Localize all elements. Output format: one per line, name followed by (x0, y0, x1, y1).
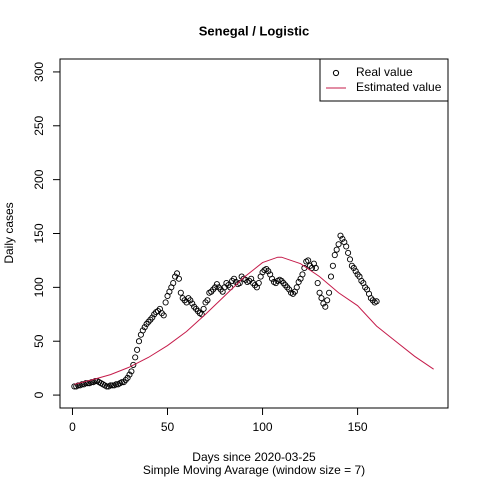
point (128, 368, 135, 375)
point (130, 361, 137, 368)
point (126, 371, 133, 378)
point (333, 246, 340, 253)
point (326, 289, 333, 296)
point (187, 297, 194, 304)
point (314, 279, 321, 287)
point (175, 275, 182, 282)
point (295, 278, 302, 286)
y-tick-label: 250 (32, 115, 46, 135)
y-tick-label: 150 (32, 223, 46, 243)
x-axis-label: Days since 2020-03-25 (192, 450, 316, 464)
point (343, 243, 350, 250)
chart-title: Senegal / Logistic (199, 23, 310, 38)
y-tick-label: 100 (32, 277, 46, 297)
point (299, 271, 306, 278)
point (78, 381, 86, 388)
point (345, 249, 352, 256)
point (75, 382, 82, 389)
point (255, 279, 262, 287)
point (286, 286, 293, 293)
point (211, 284, 219, 291)
point (139, 327, 146, 334)
point (312, 264, 319, 272)
legend-point (332, 69, 340, 77)
y-tick-label: 50 (32, 334, 46, 348)
x-tick-label: 0 (69, 420, 76, 434)
point (318, 295, 325, 302)
point (293, 284, 300, 291)
estimated-line (74, 256, 434, 385)
point (331, 251, 338, 259)
point (213, 281, 220, 288)
legend-box (319, 58, 449, 102)
point (352, 268, 359, 275)
point (162, 299, 169, 306)
point (269, 275, 276, 282)
point (189, 300, 196, 307)
point (170, 279, 177, 287)
point (160, 312, 167, 319)
x-tick-label: 100 (253, 420, 273, 434)
point (107, 382, 114, 389)
point (103, 383, 110, 390)
subtitle: Simple Moving Avarage (window size = 7) (143, 463, 365, 477)
legend-label: Estimated value (356, 80, 442, 94)
point (82, 380, 89, 387)
point (265, 268, 272, 275)
point (198, 311, 205, 318)
point (324, 297, 331, 304)
point (305, 257, 312, 264)
point (337, 232, 344, 239)
point (339, 235, 346, 242)
point (327, 273, 335, 280)
point (322, 303, 329, 310)
point (335, 241, 342, 248)
y-tick-label: 300 (32, 62, 46, 82)
x-tick-label: 150 (348, 420, 368, 434)
point (200, 305, 207, 312)
point (316, 289, 323, 296)
point (346, 256, 354, 263)
point (320, 300, 327, 307)
x-tick-label: 50 (161, 420, 175, 434)
point (177, 289, 184, 296)
point (149, 314, 156, 321)
point (132, 354, 139, 361)
point (124, 374, 131, 381)
point (113, 381, 120, 388)
y-axis-label: Daily cases (2, 202, 16, 263)
point (173, 270, 181, 277)
point (134, 346, 141, 353)
point (135, 338, 143, 345)
point (236, 279, 243, 287)
point (350, 264, 357, 272)
point (329, 262, 336, 269)
legend-label: Real value (356, 65, 413, 79)
point (204, 297, 211, 304)
point (141, 324, 148, 331)
point (373, 298, 380, 305)
point (109, 382, 116, 389)
y-tick-label: 200 (32, 169, 46, 189)
point (230, 275, 238, 282)
y-tick-label: 0 (32, 391, 46, 398)
